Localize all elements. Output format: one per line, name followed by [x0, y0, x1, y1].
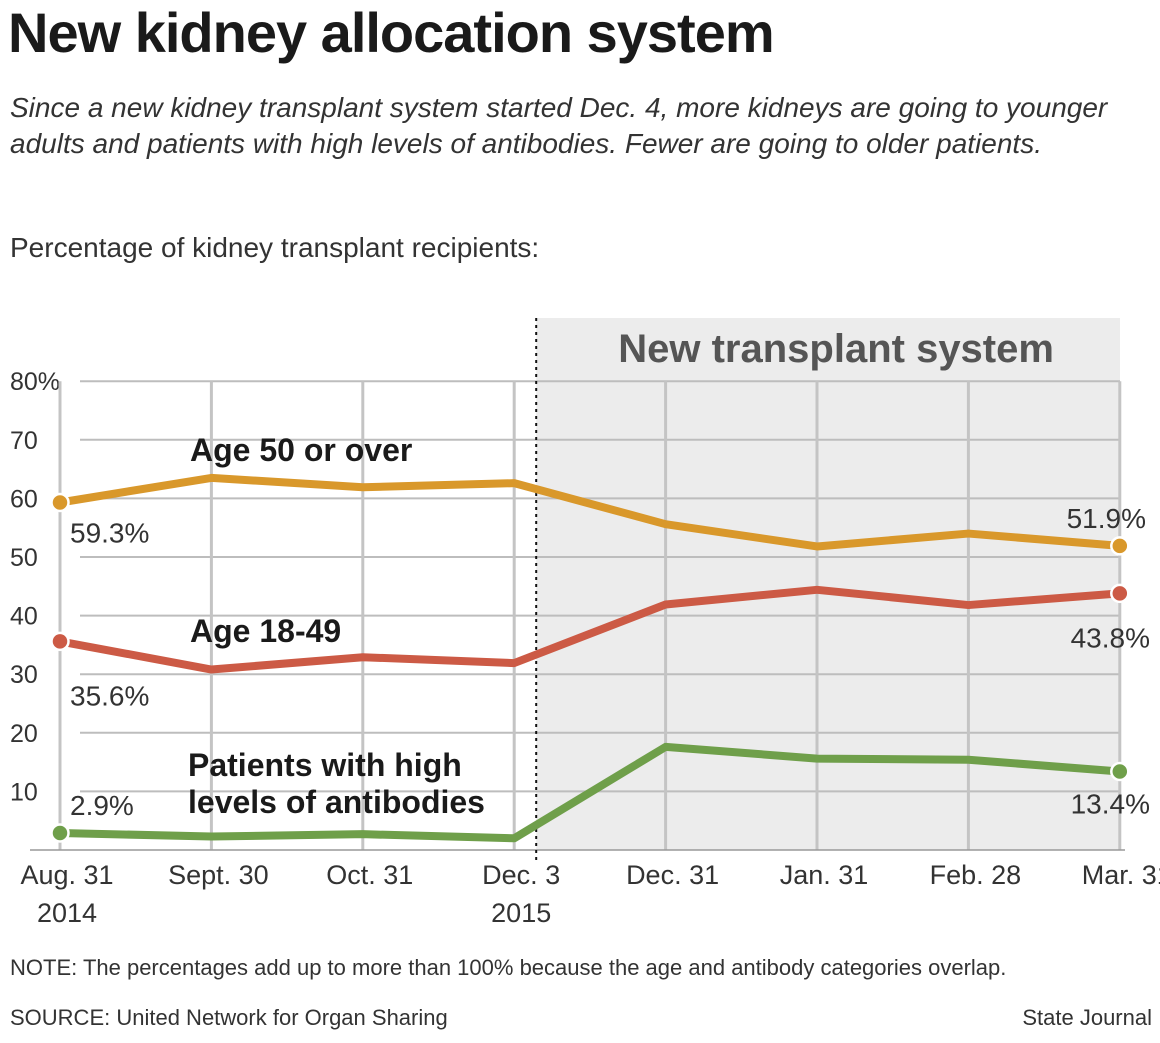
- line-chart: New transplant system 80% 70 60 50 40 30 20 10 Au…: [10, 318, 1160, 928]
- footnote: NOTE: The percentages add up to more tha…: [10, 955, 1007, 980]
- x-tick-label: Dec. 31: [626, 860, 719, 890]
- x-tick-label: Mar. 31: [1082, 860, 1160, 890]
- value-label-start: 2.9%: [70, 790, 134, 821]
- x-tick-label: Aug. 31: [20, 860, 113, 890]
- subtitle: Since a new kidney transplant system sta…: [10, 92, 1108, 160]
- series-point-2: [1110, 761, 1130, 782]
- series-line-2: [56, 742, 1124, 843]
- series-name-label: Age 50 or over: [190, 432, 412, 468]
- x-tick-label: Dec. 3: [482, 860, 560, 890]
- series-point-1: [1110, 583, 1130, 604]
- y-tick-label: 50: [10, 544, 38, 572]
- series-name-label: Patients with high: [188, 747, 462, 783]
- credit-line: State Journal: [1022, 1005, 1152, 1030]
- series-line-1: [56, 585, 1124, 674]
- series-name-label: Age 18-49: [190, 613, 341, 649]
- source-line: SOURCE: United Network for Organ Sharing: [10, 1005, 448, 1030]
- series-point-0: [1110, 536, 1130, 556]
- series-point-2: [50, 823, 70, 843]
- new-system-label: New transplant system: [618, 327, 1054, 371]
- y-tick-label: 60: [10, 485, 38, 513]
- y-tick-label: 10: [10, 778, 38, 806]
- value-label-end: 13.4%: [1071, 788, 1150, 819]
- x-tick-label: Feb. 28: [930, 860, 1022, 890]
- page-title: New kidney allocation system: [8, 1, 775, 64]
- x-tick-label: Oct. 31: [326, 860, 413, 890]
- y-tick-label: 30: [10, 661, 38, 689]
- series-point-1: [50, 631, 70, 652]
- x-tick-year: 2015: [491, 898, 551, 928]
- y-tick-label: 80%: [10, 368, 60, 396]
- y-axis-caption: Percentage of kidney transplant recipien…: [10, 232, 540, 263]
- series-line-0: [56, 473, 1124, 551]
- x-tick-label: Jan. 31: [780, 860, 869, 890]
- value-label-start: 35.6%: [70, 680, 149, 711]
- y-tick-label: 70: [10, 427, 38, 455]
- series-name-label: levels of antibodies: [188, 784, 485, 820]
- value-label-start: 59.3%: [70, 518, 149, 549]
- x-tick-label: Sept. 30: [168, 860, 269, 890]
- value-label-end: 51.9%: [1067, 503, 1146, 534]
- x-tick-year: 2014: [37, 898, 97, 928]
- y-tick-label: 20: [10, 720, 38, 748]
- value-label-end: 43.8%: [1071, 622, 1150, 653]
- series-point-0: [50, 492, 70, 513]
- y-tick-label: 40: [10, 603, 38, 631]
